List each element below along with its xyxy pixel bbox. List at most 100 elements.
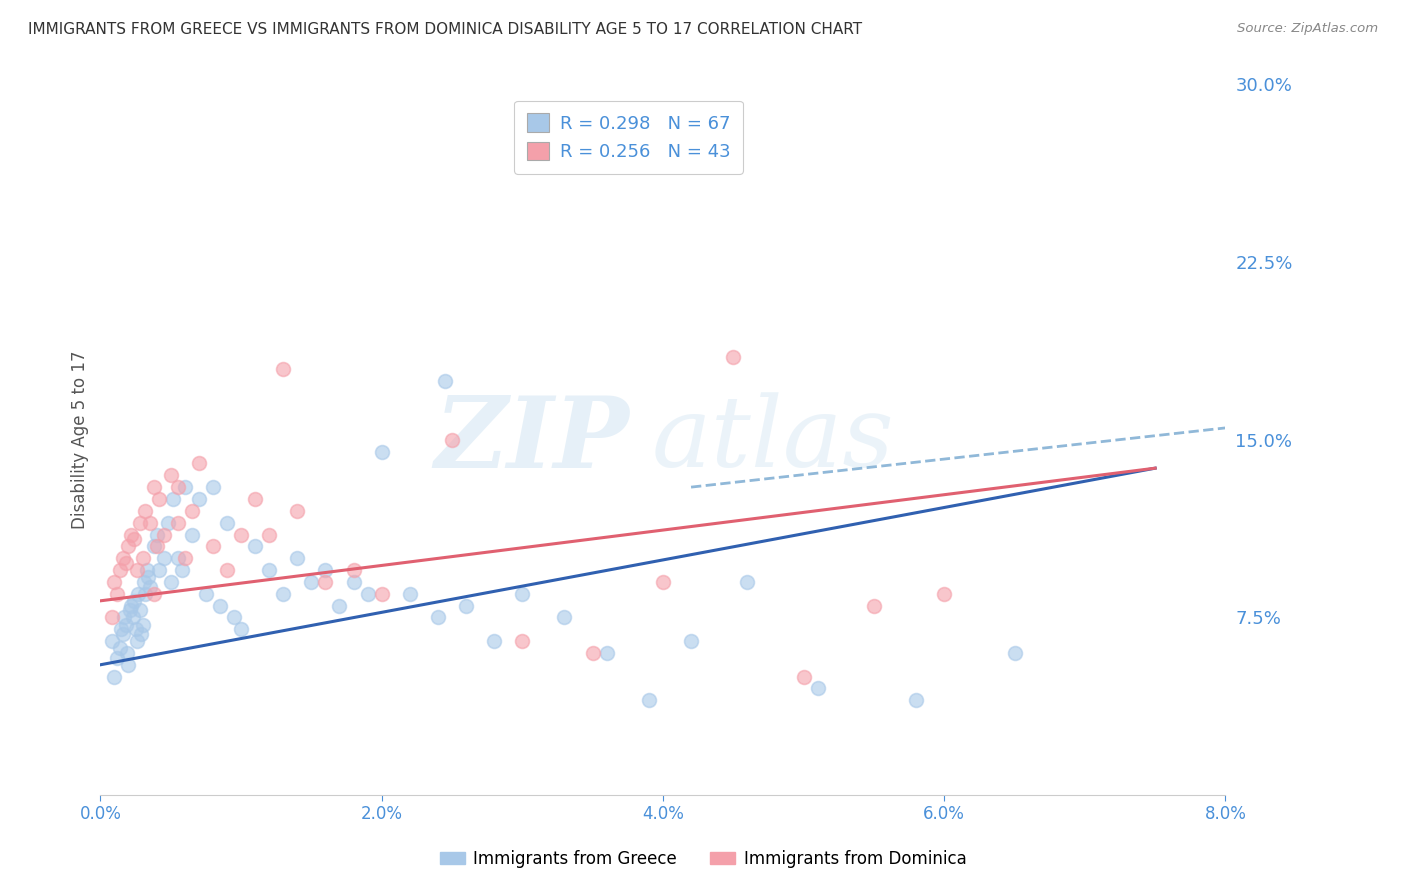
- Point: [510, 587, 533, 601]
- Point: [215, 563, 238, 577]
- Point: [117, 657, 139, 672]
- Point: [637, 693, 659, 707]
- Point: [100, 634, 122, 648]
- Point: [342, 574, 364, 589]
- Point: [905, 693, 928, 707]
- Point: [105, 650, 128, 665]
- Point: [180, 527, 202, 541]
- Point: [243, 491, 266, 506]
- Point: [142, 480, 165, 494]
- Point: [152, 527, 174, 541]
- Point: [135, 563, 157, 577]
- Point: [208, 599, 231, 613]
- Point: [229, 527, 252, 541]
- Point: [138, 580, 160, 594]
- Point: [152, 551, 174, 566]
- Point: [145, 527, 167, 541]
- Point: [159, 468, 181, 483]
- Point: [173, 551, 195, 566]
- Point: [148, 563, 170, 577]
- Point: [553, 610, 575, 624]
- Point: [142, 539, 165, 553]
- Point: [398, 587, 420, 601]
- Point: [807, 681, 830, 696]
- Point: [120, 599, 142, 613]
- Point: [128, 516, 150, 530]
- Point: [215, 516, 238, 530]
- Point: [162, 491, 184, 506]
- Point: [103, 574, 125, 589]
- Point: [128, 603, 150, 617]
- Point: [314, 574, 336, 589]
- Point: [187, 491, 209, 506]
- Point: [114, 617, 136, 632]
- Point: [108, 641, 131, 656]
- Point: [510, 634, 533, 648]
- Point: [121, 610, 143, 624]
- Point: [187, 457, 209, 471]
- Point: [110, 622, 132, 636]
- Legend: R = 0.298   N = 67, R = 0.256   N = 43: R = 0.298 N = 67, R = 0.256 N = 43: [515, 101, 742, 174]
- Point: [125, 634, 148, 648]
- Point: [118, 603, 141, 617]
- Text: IMMIGRANTS FROM GREECE VS IMMIGRANTS FROM DOMINICA DISABILITY AGE 5 TO 17 CORREL: IMMIGRANTS FROM GREECE VS IMMIGRANTS FRO…: [28, 22, 862, 37]
- Point: [166, 516, 188, 530]
- Point: [115, 646, 138, 660]
- Point: [1004, 646, 1026, 660]
- Legend: Immigrants from Greece, Immigrants from Dominica: Immigrants from Greece, Immigrants from …: [433, 844, 973, 875]
- Point: [103, 670, 125, 684]
- Point: [114, 556, 136, 570]
- Point: [148, 491, 170, 506]
- Point: [136, 570, 159, 584]
- Point: [108, 563, 131, 577]
- Point: [454, 599, 477, 613]
- Point: [194, 587, 217, 601]
- Point: [117, 539, 139, 553]
- Point: [138, 516, 160, 530]
- Point: [112, 610, 135, 624]
- Point: [482, 634, 505, 648]
- Point: [433, 374, 456, 388]
- Point: [180, 504, 202, 518]
- Point: [201, 539, 224, 553]
- Point: [370, 587, 392, 601]
- Point: [370, 444, 392, 458]
- Point: [271, 361, 294, 376]
- Point: [271, 587, 294, 601]
- Point: [124, 622, 146, 636]
- Point: [651, 574, 673, 589]
- Point: [356, 587, 378, 601]
- Point: [863, 599, 886, 613]
- Point: [243, 539, 266, 553]
- Point: [120, 527, 142, 541]
- Point: [581, 646, 603, 660]
- Point: [679, 634, 702, 648]
- Point: [125, 563, 148, 577]
- Text: ZIP: ZIP: [434, 392, 628, 488]
- Point: [257, 563, 280, 577]
- Point: [122, 533, 145, 547]
- Point: [142, 587, 165, 601]
- Point: [170, 563, 193, 577]
- Point: [134, 504, 156, 518]
- Point: [166, 551, 188, 566]
- Y-axis label: Disability Age 5 to 17: Disability Age 5 to 17: [72, 351, 89, 529]
- Point: [129, 627, 152, 641]
- Point: [201, 480, 224, 494]
- Point: [100, 610, 122, 624]
- Point: [314, 563, 336, 577]
- Point: [222, 610, 245, 624]
- Point: [934, 587, 956, 601]
- Point: [145, 539, 167, 553]
- Point: [299, 574, 322, 589]
- Point: [285, 504, 308, 518]
- Point: [159, 574, 181, 589]
- Point: [793, 670, 815, 684]
- Point: [285, 551, 308, 566]
- Point: [328, 599, 350, 613]
- Point: [229, 622, 252, 636]
- Point: [440, 433, 463, 447]
- Point: [737, 574, 759, 589]
- Point: [132, 574, 155, 589]
- Point: [122, 594, 145, 608]
